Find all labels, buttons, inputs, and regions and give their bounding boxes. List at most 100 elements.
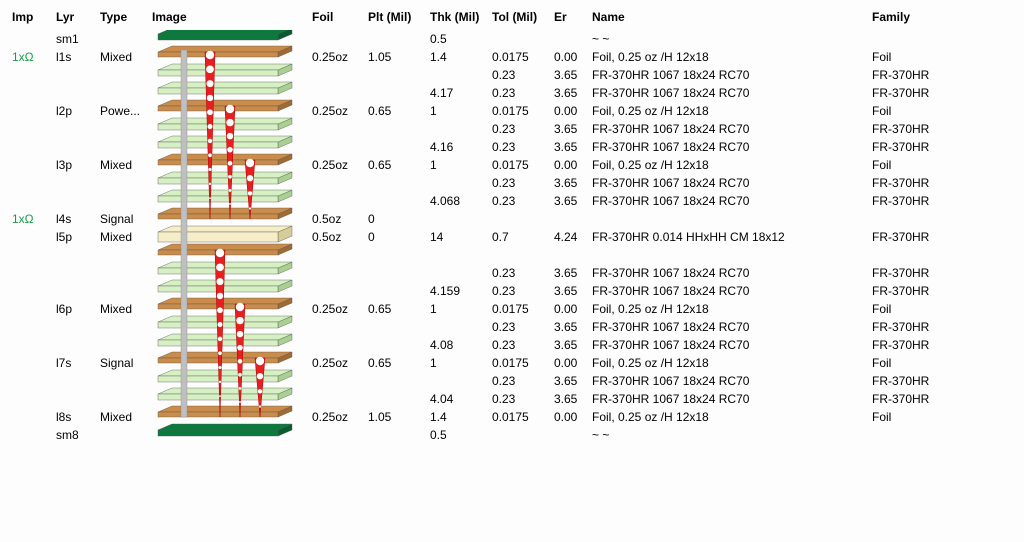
cell-thk: 1.4 bbox=[430, 48, 492, 66]
cell-imp bbox=[12, 102, 56, 120]
cell-thk: 1 bbox=[430, 156, 492, 174]
cell-imp: 1xΩ bbox=[12, 210, 56, 228]
cell-thk bbox=[430, 120, 492, 138]
cell-type: Powe... bbox=[100, 102, 152, 120]
cell-imp bbox=[12, 300, 56, 318]
cell-tol: 0.23 bbox=[492, 174, 554, 192]
cell-type bbox=[100, 426, 152, 444]
cell-lyr: l8s bbox=[56, 408, 100, 426]
cell-family: Foil bbox=[872, 102, 992, 120]
cell-lyr bbox=[56, 264, 100, 282]
cell-type: Mixed bbox=[100, 48, 152, 66]
cell-imp bbox=[12, 408, 56, 426]
cell-family: FR-370HR bbox=[872, 318, 992, 336]
cell-lyr: l1s bbox=[56, 48, 100, 66]
cell-imp bbox=[12, 282, 56, 300]
cell-family: Foil bbox=[872, 48, 992, 66]
cell-imp bbox=[12, 84, 56, 102]
cell-lyr: sm8 bbox=[56, 426, 100, 444]
cell-lyr: l7s bbox=[56, 354, 100, 372]
cell-name bbox=[592, 210, 872, 228]
cell-er: 3.65 bbox=[554, 264, 592, 282]
cell-er: 3.65 bbox=[554, 120, 592, 138]
cell-plt: 0.65 bbox=[368, 102, 430, 120]
cell-thk: 1 bbox=[430, 300, 492, 318]
cell-er: 3.65 bbox=[554, 372, 592, 390]
cell-lyr bbox=[56, 84, 100, 102]
cell-type bbox=[100, 30, 152, 48]
cell-foil: 0.25oz bbox=[312, 300, 368, 318]
cell-name: FR-370HR 0.014 HHxHH CM 18x12 bbox=[592, 228, 872, 246]
cell-foil bbox=[312, 390, 368, 408]
cell-type bbox=[100, 246, 152, 264]
cell-name bbox=[592, 246, 872, 264]
cell-thk: 4.17 bbox=[430, 84, 492, 102]
cell-thk bbox=[430, 372, 492, 390]
cell-foil: 0.5oz bbox=[312, 228, 368, 246]
cell-foil bbox=[312, 66, 368, 84]
cell-er bbox=[554, 426, 592, 444]
cell-thk: 4.04 bbox=[430, 390, 492, 408]
cell-name: Foil, 0.25 oz /H 12x18 bbox=[592, 156, 872, 174]
cell-er: 3.65 bbox=[554, 192, 592, 210]
cell-lyr: l2p bbox=[56, 102, 100, 120]
cell-type bbox=[100, 336, 152, 354]
cell-foil bbox=[312, 336, 368, 354]
cell-family: FR-370HR bbox=[872, 192, 992, 210]
cell-plt bbox=[368, 282, 430, 300]
cell-plt bbox=[368, 120, 430, 138]
cell-lyr bbox=[56, 138, 100, 156]
cell-name: ~ ~ bbox=[592, 30, 872, 48]
cell-type bbox=[100, 264, 152, 282]
hdr-foil: Foil bbox=[312, 8, 368, 30]
cell-type bbox=[100, 120, 152, 138]
cell-foil bbox=[312, 138, 368, 156]
cell-name: FR-370HR 1067 18x24 RC70 bbox=[592, 120, 872, 138]
hdr-lyr: Lyr bbox=[56, 8, 100, 30]
cell-er: 3.65 bbox=[554, 318, 592, 336]
cell-family: FR-370HR bbox=[872, 390, 992, 408]
cell-family: FR-370HR bbox=[872, 372, 992, 390]
cell-name: FR-370HR 1067 18x24 RC70 bbox=[592, 174, 872, 192]
cell-lyr bbox=[56, 390, 100, 408]
cell-plt bbox=[368, 372, 430, 390]
cell-foil bbox=[312, 84, 368, 102]
cell-lyr bbox=[56, 120, 100, 138]
cell-imp bbox=[12, 246, 56, 264]
cell-family bbox=[872, 30, 992, 48]
cell-thk: 4.08 bbox=[430, 336, 492, 354]
cell-foil bbox=[312, 282, 368, 300]
cell-imp: 1xΩ bbox=[12, 48, 56, 66]
cell-thk bbox=[430, 210, 492, 228]
cell-type bbox=[100, 192, 152, 210]
cell-thk: 4.068 bbox=[430, 192, 492, 210]
cell-tol: 0.23 bbox=[492, 390, 554, 408]
cell-family: FR-370HR bbox=[872, 228, 992, 246]
cell-foil: 0.25oz bbox=[312, 156, 368, 174]
cell-tol bbox=[492, 30, 554, 48]
cell-type bbox=[100, 390, 152, 408]
cell-family: Foil bbox=[872, 354, 992, 372]
cell-er: 0.00 bbox=[554, 354, 592, 372]
cell-family bbox=[872, 210, 992, 228]
cell-lyr: l3p bbox=[56, 156, 100, 174]
cell-tol: 0.23 bbox=[492, 66, 554, 84]
cell-imp bbox=[12, 192, 56, 210]
cell-plt bbox=[368, 84, 430, 102]
cell-thk bbox=[430, 174, 492, 192]
cell-name: FR-370HR 1067 18x24 RC70 bbox=[592, 138, 872, 156]
cell-foil bbox=[312, 264, 368, 282]
cell-imp bbox=[12, 30, 56, 48]
cell-family: FR-370HR bbox=[872, 120, 992, 138]
cell-foil: 0.5oz bbox=[312, 210, 368, 228]
cell-type bbox=[100, 138, 152, 156]
cell-name: FR-370HR 1067 18x24 RC70 bbox=[592, 390, 872, 408]
cell-tol: 0.7 bbox=[492, 228, 554, 246]
cell-name: FR-370HR 1067 18x24 RC70 bbox=[592, 264, 872, 282]
cell-er: 0.00 bbox=[554, 102, 592, 120]
cell-plt: 0.65 bbox=[368, 354, 430, 372]
cell-foil: 0.25oz bbox=[312, 102, 368, 120]
cell-type: Mixed bbox=[100, 228, 152, 246]
cell-foil: 0.25oz bbox=[312, 408, 368, 426]
cell-family: Foil bbox=[872, 156, 992, 174]
